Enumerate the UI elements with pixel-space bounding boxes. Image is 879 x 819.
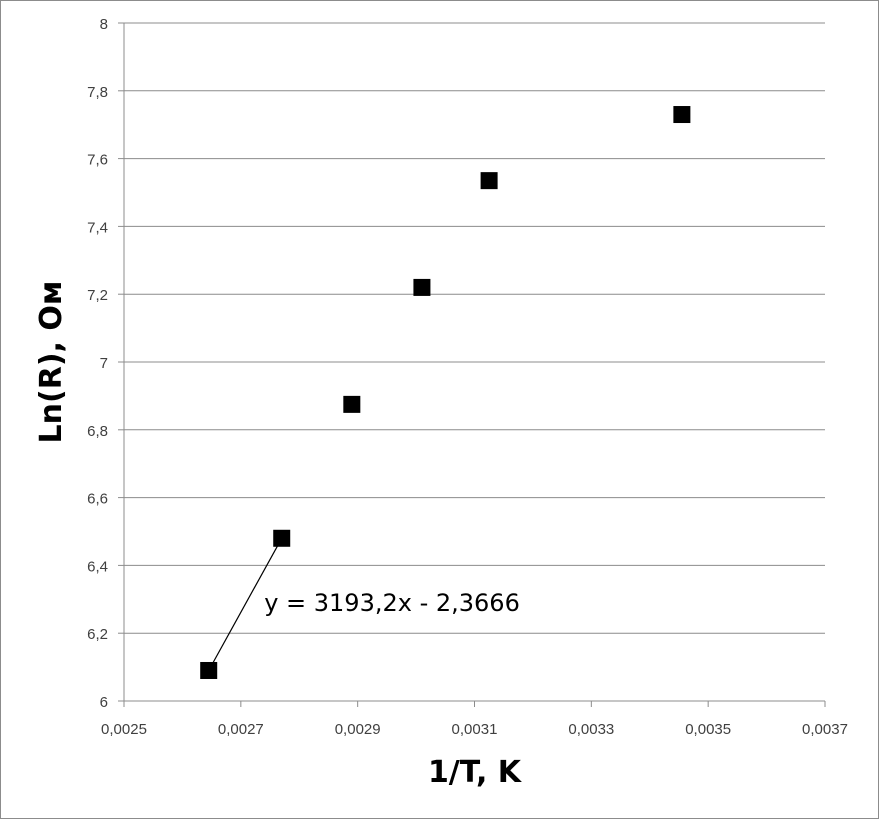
x-tick-label: 0,0033 bbox=[568, 721, 614, 738]
y-tick-labels: 6 6,2 6,4 6,6 6,8 7 7,2 7,4 7,6 7,8 8 bbox=[87, 16, 108, 711]
x-axis-title: 1/T, K bbox=[428, 755, 523, 790]
y-tick-label: 8 bbox=[100, 16, 108, 33]
trendline bbox=[208, 537, 283, 671]
x-tick-label: 0,0035 bbox=[685, 721, 731, 738]
y-axis-title: Ln(R), Ом bbox=[34, 281, 69, 444]
data-point bbox=[673, 106, 691, 124]
data-point bbox=[273, 529, 291, 547]
data-points bbox=[200, 106, 691, 679]
x-tick-labels: 0,0025 0,0027 0,0029 0,0031 0,0033 0,0035 0,00… bbox=[101, 721, 848, 738]
y-tick-label: 7,2 bbox=[87, 287, 108, 304]
y-tick-label: 6,2 bbox=[87, 626, 108, 643]
axes bbox=[118, 22, 826, 707]
x-tick-label: 0,0031 bbox=[452, 721, 498, 738]
y-tick-label: 6 bbox=[100, 694, 108, 711]
data-point bbox=[480, 172, 498, 190]
y-tick-label: 7,8 bbox=[87, 84, 108, 101]
x-tick-label: 0,0037 bbox=[802, 721, 848, 738]
data-point bbox=[200, 661, 218, 679]
trendline-equation: y = 3193,2x - 2,3666 bbox=[264, 589, 520, 617]
x-tick-label: 0,0025 bbox=[101, 721, 147, 738]
trendline-group bbox=[208, 537, 283, 671]
y-tick-label: 7,4 bbox=[87, 219, 108, 236]
data-point bbox=[413, 278, 431, 296]
data-point bbox=[343, 395, 361, 413]
x-tick-label: 0,0029 bbox=[335, 721, 381, 738]
y-tick-label: 6,8 bbox=[87, 423, 108, 440]
y-tick-label: 6,6 bbox=[87, 491, 108, 508]
grid-lines bbox=[124, 22, 825, 634]
y-tick-label: 7,6 bbox=[87, 152, 108, 169]
y-tick-label: 7 bbox=[100, 355, 108, 372]
y-tick-label: 6,4 bbox=[87, 558, 108, 575]
x-tick-label: 0,0027 bbox=[218, 721, 264, 738]
